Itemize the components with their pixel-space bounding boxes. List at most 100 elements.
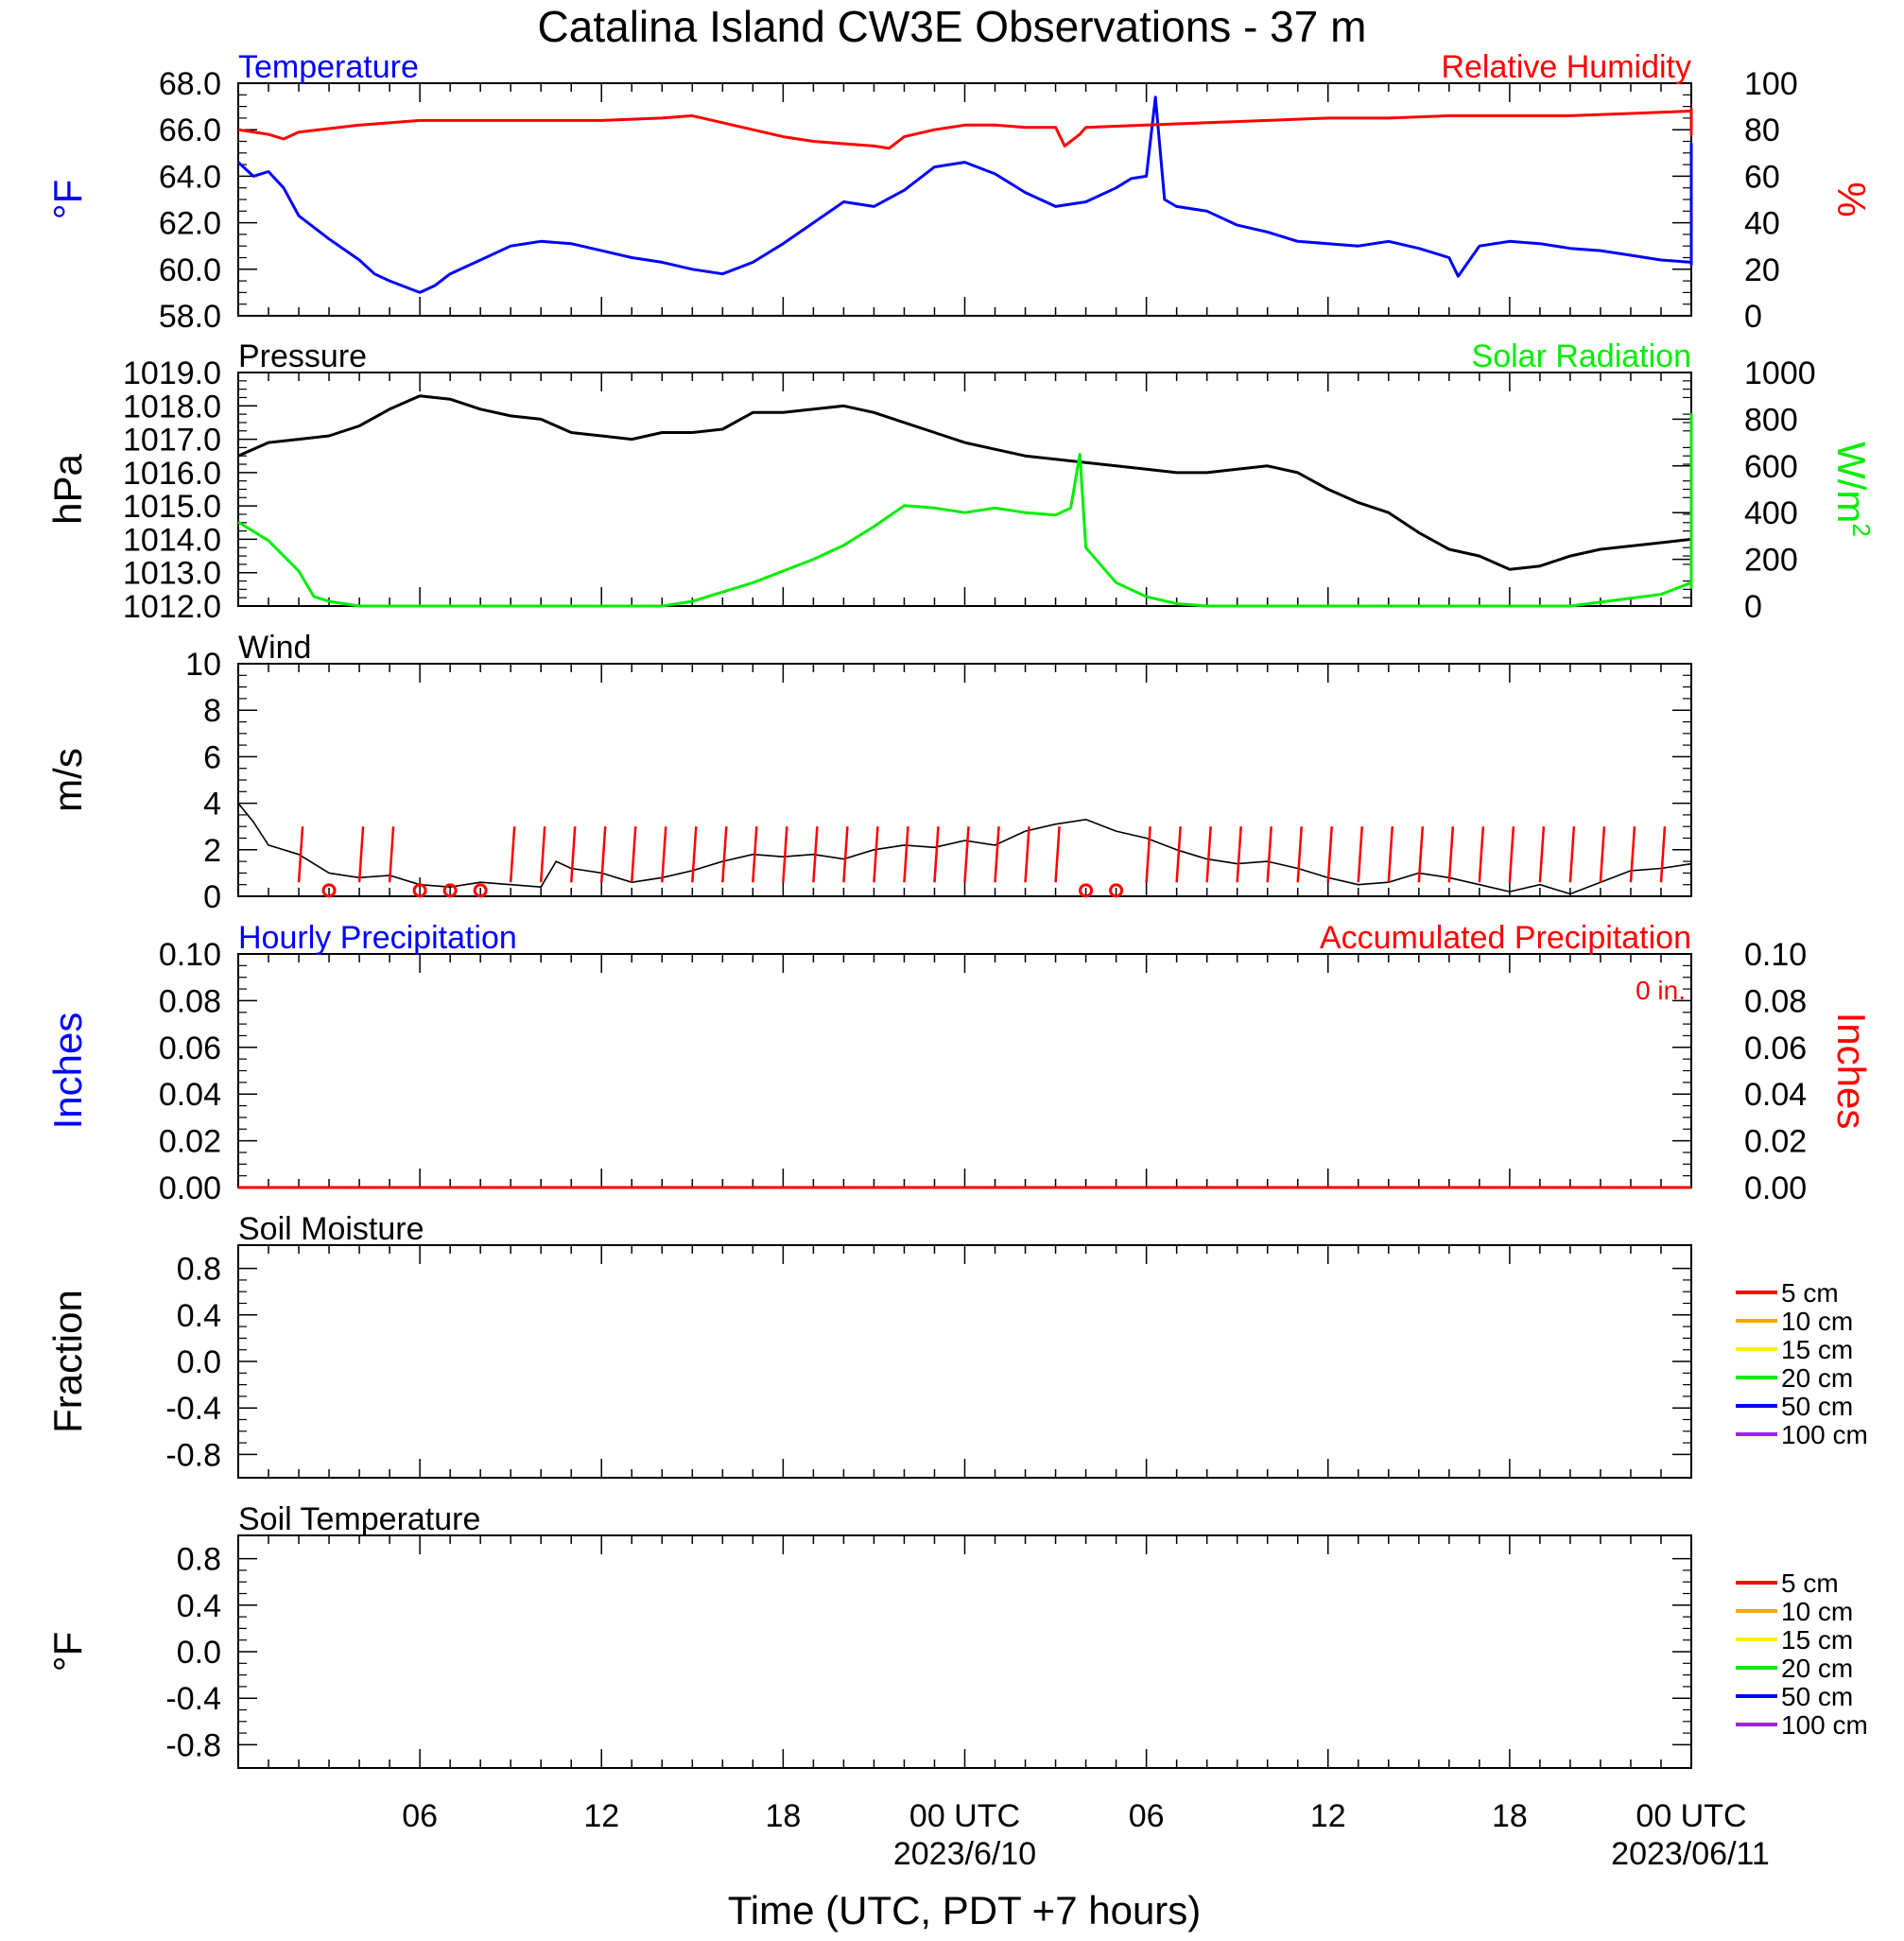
y-tick-label-right: 0.08 <box>1744 983 1807 1019</box>
panel-frame <box>237 1244 1692 1479</box>
y-axis-label-right-text: % <box>1829 182 1874 217</box>
calm-marker <box>1109 883 1124 898</box>
wind-barb <box>721 826 728 883</box>
y-tick-label-right: 0.04 <box>1744 1077 1807 1113</box>
legend-label: 50 cm <box>1781 1392 1853 1421</box>
calm-marker <box>412 883 427 898</box>
series-line-pressure_solar-0 <box>237 394 1693 583</box>
series-line-pressure_solar-1 <box>237 413 1693 608</box>
panel-frame <box>237 663 1692 897</box>
y-tick-label-left: 0.8 <box>177 1252 221 1288</box>
y-axis-label-right-text: W/m <box>1829 442 1874 523</box>
wind-barb <box>691 826 698 883</box>
y-tick-label-left: 66.0 <box>159 113 221 148</box>
chart-title: Catalina Island CW3E Observations - 37 m <box>538 2 1367 51</box>
panel-wind: 0 2 4 6 8 10 Wind m/s <box>45 630 1692 915</box>
series-line-temp_rh-1 <box>237 107 1693 150</box>
wind-barb <box>1326 826 1333 883</box>
y-tick-label-right: 0.00 <box>1744 1170 1807 1206</box>
wind-barb <box>661 826 667 883</box>
panels: 58.060.062.064.066.068.0020406080100Temp… <box>45 49 1876 1769</box>
wind-barb <box>963 826 970 883</box>
y-tick-label-right: 600 <box>1744 449 1798 485</box>
y-tick-label-left: 0.0 <box>177 1635 221 1671</box>
wind-barb <box>1447 826 1455 883</box>
wind-barb <box>509 826 516 883</box>
panel-title-right: Relative Humidity <box>1441 49 1691 85</box>
y-axis-label-right-text: Inches <box>1829 1013 1874 1130</box>
y-tick-label-right: 0.02 <box>1744 1124 1807 1160</box>
y-tick-label-left: 58.0 <box>159 299 221 335</box>
y-axis-label-right-sup: 2 <box>1847 523 1876 536</box>
panel-temp_rh: 58.0 60.0 62.0 64.0 66.0 68.0 0 20 40 60 80 100 Temp… <box>45 49 1874 335</box>
panel-title-left: Soil Moisture <box>238 1211 424 1247</box>
y-tick-label-left: 0.00 <box>159 1170 221 1206</box>
x-tick-label: 18 <box>1492 1798 1528 1834</box>
y-tick-label-left: 64.0 <box>159 159 221 195</box>
wind-barb <box>1387 826 1394 883</box>
series-line-wind-0 <box>237 803 1692 895</box>
wind-barb <box>903 826 909 883</box>
y-tick-label-right: 0.06 <box>1744 1031 1807 1066</box>
y-axis-label-left: Fraction <box>45 1290 90 1433</box>
wind-barb <box>873 826 879 883</box>
y-tick-label-left: 0.02 <box>159 1124 221 1160</box>
series-line-temp_rh-0 <box>236 95 1693 294</box>
calm-marker <box>321 883 337 898</box>
x-tick-label: 00 UTC <box>909 1798 1020 1834</box>
legend-label: 100 cm <box>1781 1710 1868 1740</box>
y-tick-label-left: 62.0 <box>159 206 221 242</box>
wind-barb <box>1508 826 1515 883</box>
wind-barb <box>782 826 788 883</box>
panel-soil_moisture: -0.8 -0.4 0.0 0.4 0.8 Soil Moisture Fraction 5 … <box>45 1211 1868 1479</box>
y-tick-label-left: 0.4 <box>177 1588 221 1624</box>
y-axis-label-right: W/m2 <box>1829 442 1876 537</box>
y-tick-label-left: 6 <box>203 739 221 775</box>
legend-label: 20 cm <box>1781 1363 1853 1393</box>
y-tick-label-left: 1016.0 <box>123 456 221 492</box>
wind-barb <box>1478 826 1485 883</box>
y-tick-label-left: -0.4 <box>165 1391 221 1427</box>
wind-barb <box>357 826 365 883</box>
legend-label: 20 cm <box>1781 1654 1853 1683</box>
y-tick-label-left: 1012.0 <box>123 589 221 625</box>
y-tick-label-right: 0.10 <box>1744 937 1807 973</box>
wind-barb <box>1205 826 1212 883</box>
x-date-label: 2023/6/10 <box>893 1836 1036 1872</box>
wind-barb <box>600 826 607 883</box>
y-tick-label-right: 1000 <box>1744 355 1816 391</box>
legend-label: 15 cm <box>1781 1625 1853 1655</box>
y-tick-label-left: 2 <box>203 833 221 869</box>
panel-frame <box>237 372 1692 607</box>
y-tick-label-left: 1017.0 <box>123 423 221 459</box>
wind-barb <box>933 826 940 883</box>
y-axis-label-left: Inches <box>45 1013 90 1130</box>
y-tick-label-right: 80 <box>1744 113 1780 148</box>
calm-marker <box>1079 883 1094 898</box>
panel-title-left: Wind <box>238 630 311 666</box>
x-date-label: 2023/06/11 <box>1611 1836 1770 1872</box>
wind-barb <box>842 826 849 883</box>
x-tick-label: 18 <box>765 1798 801 1834</box>
wind-barb <box>1599 826 1606 883</box>
y-tick-label-left: 0.04 <box>159 1077 221 1113</box>
legend-label: 5 cm <box>1781 1278 1839 1308</box>
y-tick-label-left: 0.8 <box>177 1542 221 1578</box>
panel-title-right: Solar Radiation <box>1472 338 1691 374</box>
y-tick-label-left: 1015.0 <box>123 489 221 525</box>
y-tick-label-left: 60.0 <box>159 252 221 288</box>
y-tick-label-left: 8 <box>203 693 221 729</box>
wind-barb <box>994 826 1000 883</box>
y-tick-label-right: 0 <box>1744 299 1762 335</box>
y-tick-label-left: 1013.0 <box>123 556 221 592</box>
legend-label: 50 cm <box>1781 1682 1853 1711</box>
panel-title-right: Accumulated Precipitation <box>1320 920 1691 956</box>
wind-barb <box>297 826 304 883</box>
panel-title-left: Hourly Precipitation <box>238 920 517 956</box>
panel-precip: 0.00 0.02 0.04 0.06 0.08 0.10 0.00 0.02 0.04 0.06… <box>45 920 1874 1206</box>
y-tick-label-right: 60 <box>1744 159 1780 195</box>
y-tick-label-left: 0 <box>203 879 221 915</box>
y-tick-label-left: 0.06 <box>159 1031 221 1066</box>
x-tick-label: 06 <box>402 1798 438 1834</box>
